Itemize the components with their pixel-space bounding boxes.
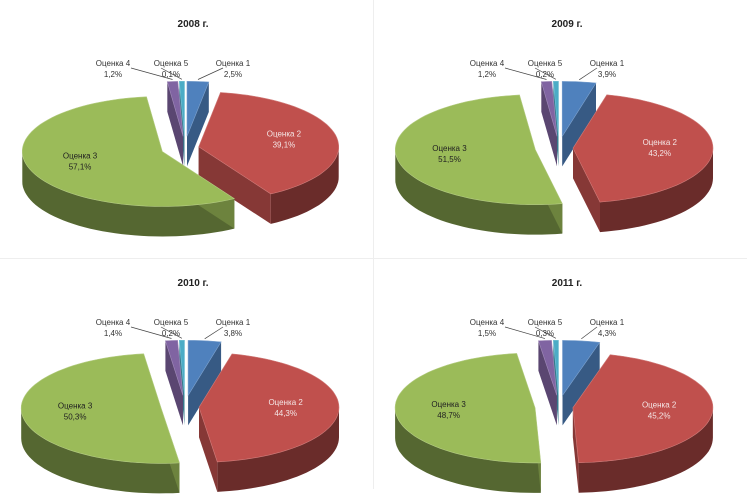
slice-value-label: 44,3% [274, 409, 297, 418]
slice-label-ocenka-5: Оценка 5 0,1% [154, 59, 189, 80]
pie-slice-ocenka-4 [540, 81, 558, 167]
pie-chart-svg: 2011 г. Оценка 1 4,3% Оценка 2 45,2% Оценка 3… [394, 278, 714, 493]
slice-value-label: 0,2% [162, 329, 180, 338]
pie-chart-svg: 2009 г. Оценка 1 3,9% Оценка 2 43,2% Оценка 3… [395, 19, 714, 235]
pie-slice-ocenka-1 [186, 80, 210, 167]
slice-value-label: 45,2% [648, 412, 671, 421]
slice-label-ocenka-1: Оценка 1 3,8% [204, 318, 251, 340]
chart-title: 2011 г. [552, 278, 583, 289]
pie-slice-ocenka-5 [552, 340, 559, 426]
slice-value-label: 57,1% [69, 162, 92, 171]
slice-category-label: Оценка 2 [643, 138, 678, 147]
slice-category-label: Оценка 1 [216, 59, 251, 68]
pie-slice-ocenka-2 [198, 353, 340, 492]
slice-value-label: 1,5% [478, 329, 496, 338]
pie-slice-ocenka-1 [187, 340, 222, 426]
slice-category-label: Оценка 2 [268, 398, 303, 407]
slice-value-label: 4,3% [598, 329, 616, 338]
slice-category-label: Оценка 4 [96, 59, 131, 68]
pie-slice-ocenka-4 [537, 340, 558, 426]
slice-label-ocenka-3: Оценка 3 57,1% [63, 151, 98, 171]
chart-title: 2008 г. [178, 19, 209, 30]
slice-label-ocenka-1: Оценка 1 2,5% [197, 59, 251, 80]
slice-value-label: 43,2% [648, 149, 671, 158]
slice-value-label: 0,3% [536, 329, 554, 338]
slice-category-label: Оценка 1 [590, 59, 625, 68]
slice-value-label: 39,1% [273, 140, 296, 149]
pie-chart-panel: 2008 г. Оценка 1 2,5% Оценка 2 39,1% Оценка 3… [0, 0, 373, 245]
pie-slice-ocenka-3 [394, 353, 542, 493]
pie-slice-ocenka-2 [572, 94, 714, 233]
slice-label-ocenka-2: Оценка 2 45,2% [642, 401, 677, 421]
slice-label-ocenka-5: Оценка 5 0,2% [154, 318, 189, 339]
slice-label-ocenka-5: Оценка 5 0,3% [528, 318, 563, 339]
pie-slice-ocenka-1 [561, 81, 597, 167]
slice-label-ocenka-4: Оценка 4 1,2% [470, 59, 547, 80]
slice-category-label: Оценка 2 [267, 129, 302, 138]
chart-title: 2009 г. [552, 19, 583, 30]
slice-label-ocenka-3: Оценка 3 48,7% [431, 400, 466, 420]
slice-value-label: 1,2% [478, 70, 496, 79]
slice-category-label: Оценка 2 [642, 401, 677, 410]
pie-slice-ocenka-1 [562, 340, 601, 426]
slice-category-label: Оценка 1 [216, 318, 251, 327]
slice-category-label: Оценка 5 [528, 318, 563, 327]
slice-value-label: 3,8% [224, 329, 242, 338]
slice-label-ocenka-1: Оценка 1 3,9% [579, 59, 625, 81]
slice-value-label: 48,7% [437, 411, 460, 420]
pie-slice-ocenka-3 [22, 96, 236, 237]
slice-category-label: Оценка 5 [528, 59, 563, 68]
slice-label-ocenka-3: Оценка 3 50,3% [58, 402, 93, 422]
slice-category-label: Оценка 4 [470, 59, 505, 68]
slice-label-ocenka-3: Оценка 3 51,5% [432, 144, 467, 164]
slice-category-label: Оценка 4 [470, 318, 505, 327]
slice-value-label: 3,9% [598, 70, 616, 79]
slice-value-label: 51,5% [438, 155, 461, 164]
slice-value-label: 1,2% [104, 70, 122, 79]
slice-label-ocenka-4: Оценка 4 1,2% [96, 59, 173, 80]
pie-slice-ocenka-3 [395, 94, 563, 235]
slice-value-label: 1,4% [104, 329, 122, 338]
slice-label-ocenka-2: Оценка 2 39,1% [267, 129, 302, 149]
slice-value-label: 2,5% [224, 70, 242, 79]
slice-label-ocenka-5: Оценка 5 0,2% [528, 59, 563, 80]
slice-label-ocenka-1: Оценка 1 4,3% [581, 318, 625, 340]
slice-category-label: Оценка 3 [432, 144, 467, 153]
slice-value-label: 0,2% [536, 70, 554, 79]
horizontal-divider [0, 258, 747, 259]
pie-slice-ocenka-2 [572, 354, 714, 493]
pie-slice-ocenka-2 [198, 92, 339, 224]
slice-category-label: Оценка 3 [431, 400, 466, 409]
slice-category-label: Оценка 1 [590, 318, 625, 327]
chart-title: 2010 г. [178, 278, 209, 289]
slice-category-label: Оценка 5 [154, 318, 189, 327]
slice-label-ocenka-4: Оценка 4 1,5% [470, 318, 546, 339]
pie-chart-svg: 2010 г. Оценка 1 3,8% Оценка 2 44,3% Оценка 3… [20, 278, 340, 494]
slice-value-label: 0,1% [162, 70, 180, 79]
pie-chart-panel: 2011 г. Оценка 1 4,3% Оценка 2 45,2% Оценка 3… [374, 259, 747, 504]
slice-label-ocenka-2: Оценка 2 43,2% [643, 138, 678, 158]
slice-label-ocenka-4: Оценка 4 1,4% [96, 318, 172, 339]
pie-slice-ocenka-3 [20, 353, 180, 494]
pie-slice-ocenka-4 [166, 81, 184, 167]
pie-chart-panel: 2009 г. Оценка 1 3,9% Оценка 2 43,2% Оценка 3… [374, 0, 747, 245]
slice-category-label: Оценка 5 [154, 59, 189, 68]
pie-slice-ocenka-4 [164, 340, 184, 426]
slice-label-ocenka-2: Оценка 2 44,3% [268, 398, 303, 418]
pie-chart-panel: 2010 г. Оценка 1 3,8% Оценка 2 44,3% Оценка 3… [0, 259, 373, 504]
slice-category-label: Оценка 4 [96, 318, 131, 327]
vertical-divider [373, 0, 374, 489]
pie-chart-svg: 2008 г. Оценка 1 2,5% Оценка 2 39,1% Оценка 3… [22, 19, 339, 237]
slice-value-label: 50,3% [64, 413, 87, 422]
slice-category-label: Оценка 3 [63, 151, 98, 160]
slice-category-label: Оценка 3 [58, 402, 93, 411]
